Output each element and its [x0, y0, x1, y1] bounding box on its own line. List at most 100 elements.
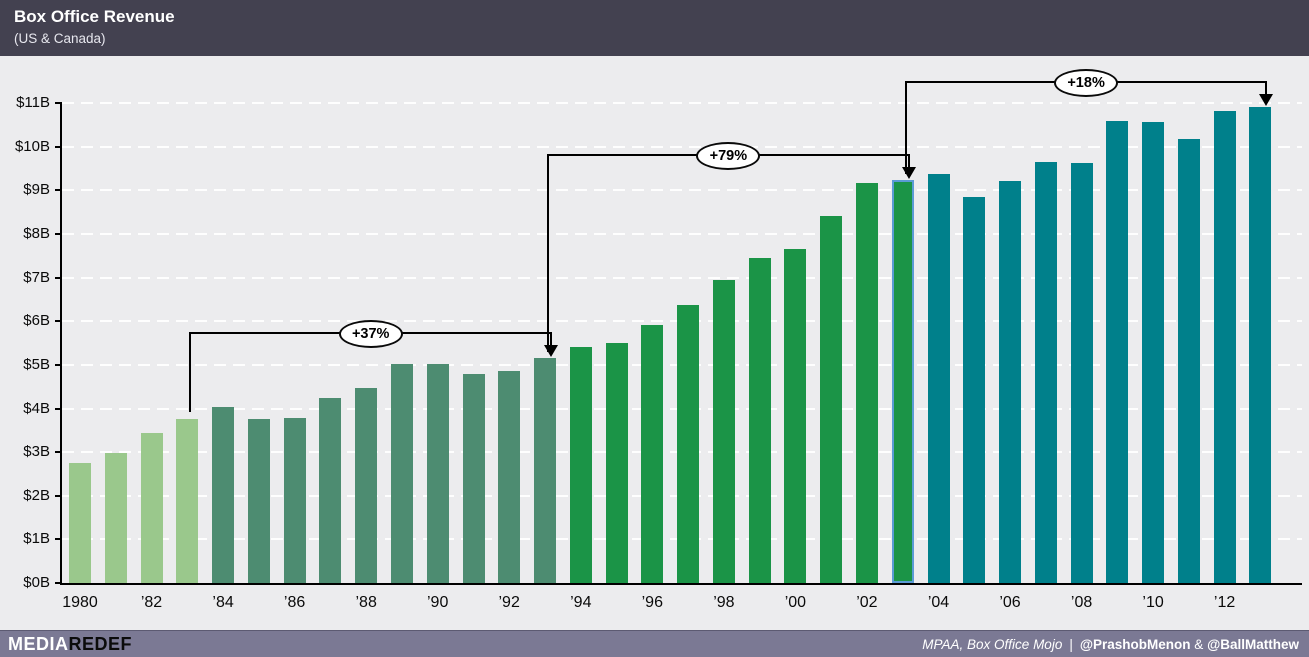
bar-1993 [534, 358, 556, 583]
y-axis-label: $8B [23, 224, 50, 242]
gridline [62, 276, 1302, 279]
y-axis-label: $7B [23, 268, 50, 286]
bar-1994 [569, 347, 592, 583]
bar-2012 [1213, 110, 1236, 583]
x-axis-label: ’94 [570, 594, 592, 611]
brand-media: MEDIA [8, 634, 69, 654]
y-axis-tick [55, 320, 62, 323]
annotation-start-line [904, 81, 907, 174]
y-axis-tick [55, 232, 62, 235]
x-axis-line [60, 583, 1302, 585]
header: Box Office Revenue (US & Canada) [0, 0, 1309, 56]
bar-2008 [1070, 162, 1093, 583]
x-axis-label: ’82 [140, 594, 163, 611]
chart-area: $0B $1B $2B $3B $4B $5B $6B $7B $8B $9B $10B $11B 19… [0, 56, 1309, 630]
y-axis-label: $0B [23, 574, 50, 591]
bar-1981 [104, 453, 127, 583]
annotation-start-line [189, 333, 192, 413]
annotation-label-3: +18% [1054, 68, 1119, 97]
bar-2003 [891, 179, 914, 583]
annotation-start-line [547, 154, 549, 353]
x-axis-label: ’06 [999, 594, 1021, 611]
x-axis-label: ’88 [355, 594, 377, 611]
chart-subtitle: (US & Canada) [14, 31, 106, 46]
bar-1999 [748, 257, 771, 583]
x-axis-label: ’02 [856, 594, 878, 611]
x-axis-label: ’90 [427, 594, 449, 611]
arrow-down-icon [1259, 93, 1274, 106]
y-axis-label: $4B [23, 399, 50, 417]
y-axis-tick [55, 276, 62, 279]
y-axis-tick [55, 538, 62, 541]
y-axis-label: $2B [23, 486, 50, 504]
credit-conjunction: & [1194, 636, 1204, 652]
gridline [62, 102, 1302, 104]
bar-1982 [140, 432, 163, 583]
annotation-label-1: +37% [338, 320, 403, 349]
x-axis-label: 1980 [62, 594, 98, 611]
bar-1991 [462, 373, 485, 583]
bar-2010 [1142, 121, 1165, 583]
x-axis-label: ’86 [283, 594, 306, 611]
bar-1990 [426, 363, 449, 583]
bar-2009 [1106, 120, 1129, 583]
y-axis-label: $9B [23, 181, 50, 199]
y-axis-tick [55, 102, 62, 104]
x-axis-label: ’00 [784, 594, 807, 611]
brand-redef: REDEF [68, 634, 133, 654]
bar-1980 [69, 463, 91, 583]
bar-2006 [999, 181, 1021, 583]
separator: | [1069, 636, 1073, 652]
annotation-label-2: +79% [696, 141, 761, 170]
y-axis-tick [55, 407, 62, 410]
bar-1998 [712, 279, 735, 583]
gridline [62, 232, 1302, 235]
y-axis-tick [55, 145, 62, 148]
x-axis-label: ’96 [641, 594, 663, 611]
bar-1996 [641, 325, 664, 583]
y-axis-label: $3B [23, 443, 50, 461]
x-axis-label: ’08 [1070, 594, 1093, 611]
source-text: MPAA, Box Office Mojo [922, 636, 1063, 652]
bar-1995 [605, 343, 628, 583]
bar-1992 [498, 370, 521, 583]
bar-1997 [677, 305, 700, 583]
bar-1983 [176, 418, 199, 583]
attribution: MPAA, Box Office Mojo | @PrashobMenon & @B… [922, 637, 1299, 652]
bar-1984 [212, 407, 235, 583]
y-axis-line [60, 103, 62, 583]
y-axis-label: $11B [16, 94, 50, 111]
credit-handle-2: @BallMatthew [1207, 636, 1299, 652]
annotation-arrow-shaft [550, 333, 552, 347]
x-axis-label: ’98 [713, 594, 735, 611]
bar-2002 [855, 183, 878, 583]
y-axis-label: $5B [23, 355, 50, 373]
annotation-arrow-shaft [1265, 81, 1268, 95]
bar-1985 [247, 418, 270, 583]
y-axis-tick [55, 451, 62, 454]
y-axis-tick [55, 189, 62, 192]
y-axis-label: $1B [23, 530, 50, 548]
bar-2000 [784, 248, 807, 583]
y-axis-label: $10B [14, 137, 50, 155]
footer: MEDIAREDEF MPAA, Box Office Mojo | @Prasho… [0, 630, 1309, 657]
bar-1988 [355, 388, 378, 583]
x-axis-label: ’10 [1142, 594, 1164, 611]
bar-2004 [927, 173, 950, 583]
bar-2001 [820, 216, 843, 583]
bar-1989 [390, 363, 413, 583]
gridline [62, 189, 1302, 192]
y-axis-tick [55, 494, 62, 497]
bar-2005 [963, 197, 986, 583]
bar-2007 [1034, 161, 1057, 583]
x-axis-label: ’12 [1213, 594, 1236, 611]
y-axis-label: $6B [23, 312, 50, 330]
y-axis-tick [55, 363, 62, 366]
x-axis-label: ’04 [927, 594, 950, 611]
x-axis-label: ’84 [212, 594, 234, 611]
credit-handle-1: @PrashobMenon [1079, 636, 1191, 652]
chart-title: Box Office Revenue [14, 7, 175, 26]
bar-1987 [319, 397, 342, 583]
bar-1986 [283, 418, 306, 583]
